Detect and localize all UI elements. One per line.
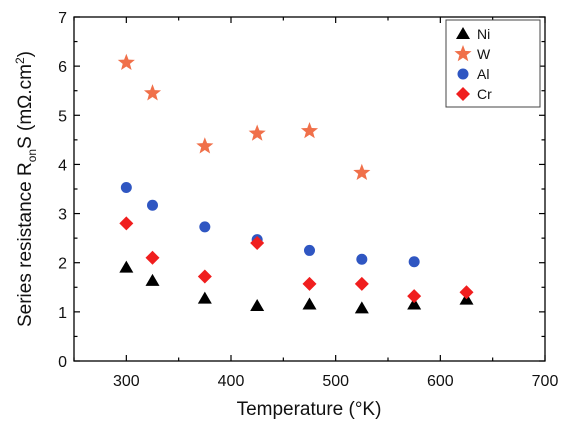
y-axis-title: Series resistance RonS (mΩ.cm2) bbox=[13, 51, 39, 327]
series-al bbox=[120, 182, 420, 268]
y-axis-title-subscript: on bbox=[25, 149, 39, 162]
y-axis-title-suffix: ) bbox=[15, 51, 36, 57]
x-tick-label: 600 bbox=[427, 373, 454, 390]
data-point-cr bbox=[145, 250, 160, 265]
y-tick-label: 6 bbox=[58, 59, 67, 76]
x-tick-label: 300 bbox=[113, 373, 140, 390]
legend-marker-al bbox=[457, 68, 469, 80]
axis-ticks bbox=[73, 16, 546, 362]
data-point-w bbox=[117, 53, 135, 70]
data-point-ni bbox=[407, 297, 422, 310]
data-point-ni bbox=[250, 298, 265, 311]
data-point-cr bbox=[250, 236, 265, 251]
data-point-w bbox=[143, 84, 162, 101]
data-point-al bbox=[356, 253, 368, 265]
data-point-w bbox=[248, 124, 266, 141]
data-point-cr bbox=[302, 276, 317, 291]
y-axis-title-prefix: Series resistance R bbox=[15, 162, 36, 327]
x-tick-label: 400 bbox=[218, 373, 245, 390]
data-point-cr bbox=[354, 276, 369, 291]
data-point-w bbox=[196, 137, 214, 154]
legend-label-ni: Ni bbox=[477, 26, 490, 42]
y-axis-title-superscript: 2 bbox=[13, 57, 27, 64]
y-tick-label: 4 bbox=[58, 157, 67, 174]
data-point-al bbox=[408, 256, 420, 268]
legend-marker-w bbox=[454, 45, 472, 62]
y-tick-label: 0 bbox=[58, 354, 67, 371]
data-point-ni bbox=[145, 273, 160, 286]
data-point-al bbox=[199, 221, 211, 233]
legend-label-w: W bbox=[477, 46, 491, 62]
y-axis-title-middle: S (mΩ.cm bbox=[15, 64, 36, 149]
series-ni bbox=[119, 260, 474, 314]
y-tick-label: 5 bbox=[58, 108, 67, 125]
tick-labels: 300 400 500 600 700 0 1 2 3 4 5 6 7 bbox=[58, 10, 558, 390]
y-tick-label: 3 bbox=[58, 207, 67, 224]
data-point-w bbox=[353, 163, 371, 181]
y-tick-label: 1 bbox=[58, 305, 67, 322]
data-point-cr bbox=[459, 285, 474, 300]
data-point-al bbox=[147, 199, 158, 211]
data-point-ni bbox=[354, 301, 369, 314]
x-tick-label: 700 bbox=[532, 373, 559, 390]
data-point-cr bbox=[119, 216, 134, 231]
data-point-cr bbox=[407, 289, 422, 304]
x-axis-title: Temperature (°K) bbox=[237, 399, 382, 420]
data-point-ni bbox=[119, 260, 134, 273]
series-cr bbox=[119, 216, 474, 304]
y-tick-label: 2 bbox=[58, 256, 67, 273]
legend-marker-ni bbox=[456, 27, 470, 39]
data-point-w bbox=[300, 122, 319, 139]
data-point-cr bbox=[197, 269, 212, 284]
data-point-al bbox=[120, 182, 132, 194]
data-point-ni bbox=[302, 297, 317, 310]
legend-marker-cr bbox=[456, 87, 470, 101]
x-tick-label: 500 bbox=[322, 373, 349, 390]
data-point-al bbox=[304, 244, 315, 256]
series-w bbox=[117, 53, 371, 181]
legend-label-cr: Cr bbox=[477, 86, 492, 102]
legend: Ni W Al Cr bbox=[445, 19, 541, 108]
data-markers bbox=[117, 53, 474, 314]
y-tick-label: 7 bbox=[58, 10, 67, 27]
data-point-ni bbox=[197, 291, 212, 304]
legend-label-al: Al bbox=[477, 66, 489, 82]
